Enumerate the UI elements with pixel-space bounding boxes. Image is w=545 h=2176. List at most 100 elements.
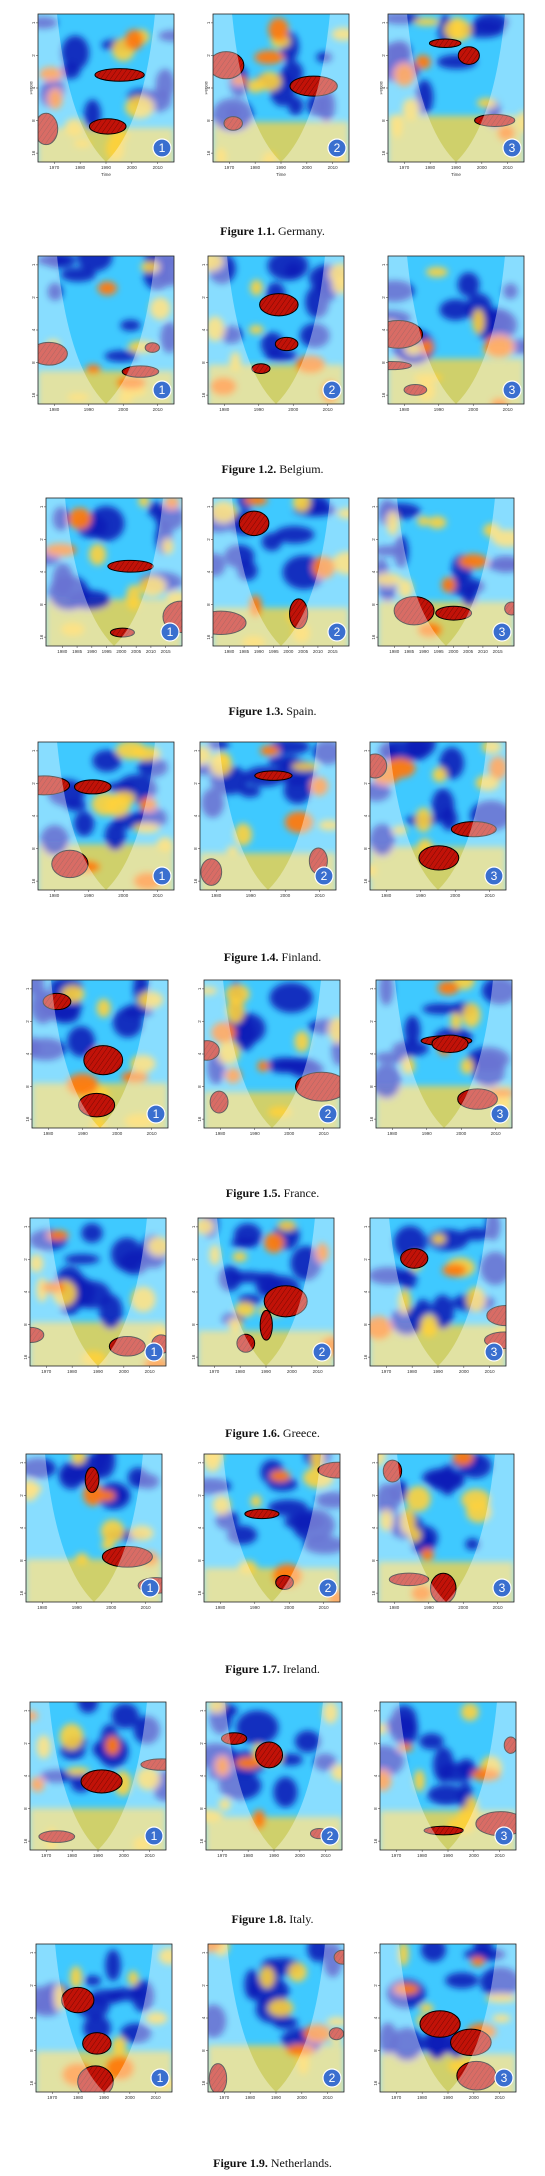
y-tick-label: 2 — [363, 782, 368, 785]
x-tick-label: 1985 — [72, 649, 83, 654]
y-tick-label: 1 — [19, 1461, 24, 1464]
x-tick-label: 2000 — [295, 1853, 306, 1858]
y-tick-label: 2 — [197, 1494, 202, 1497]
panel-number-badge — [144, 1826, 164, 1846]
x-tick-label: 1980 — [73, 2095, 84, 2100]
x-tick-label: 1995 — [102, 649, 113, 654]
y-tick-label: 16 — [29, 2080, 34, 2086]
x-tick-label: 1980 — [37, 1605, 48, 1610]
panel-number: 3 — [509, 383, 516, 397]
panel-number: 3 — [497, 1107, 504, 1121]
figure-country: France. — [283, 1186, 320, 1200]
x-tick-label: 2010 — [503, 407, 514, 412]
panel-number: 2 — [325, 1107, 332, 1121]
panel-number-badge — [327, 622, 347, 642]
figure-country: Greece. — [282, 1426, 320, 1440]
y-tick-label: 4 — [381, 328, 386, 331]
y-tick-label: 8 — [373, 2049, 378, 2052]
panel-number-badge — [492, 622, 512, 642]
y-tick-label: 1 — [206, 21, 211, 24]
y-tick-label: 4 — [197, 1052, 202, 1055]
y-tick-label: 4 — [25, 1052, 30, 1055]
x-tick-label: 1980 — [215, 1605, 226, 1610]
y-tick-label: 1 — [206, 505, 211, 508]
figure-label: Figure 1.5. — [225, 1186, 281, 1200]
y-tick-label: 16 — [206, 150, 211, 156]
y-tick-label: 16 — [191, 1354, 196, 1360]
wavelet-power-spectrum: 1980 1990 2000 2010 1 2 4 8 16 1 — [31, 255, 175, 412]
x-tick-label: 2000 — [118, 893, 129, 898]
plot-row: 1980 1990 2000 2010 1 2 4 8 16 1 1980 1990 2000 2010 1… — [0, 1448, 545, 1624]
x-tick-label: 2010 — [321, 1853, 332, 1858]
y-tick-label: 4 — [197, 1526, 202, 1529]
panel-number-badge — [494, 2068, 514, 2088]
panel-number-badge — [312, 1342, 332, 1362]
panel-number-badge — [327, 138, 347, 158]
figure-label: Figure 1.1. — [220, 224, 275, 238]
panel-number: 2 — [329, 383, 336, 397]
wavelet-power-spectrum: 1970 1980 1990 2000 2010 1 2 4 8 16 3 — [373, 1701, 517, 1858]
figure-country: Germany. — [277, 224, 325, 238]
x-tick-label: 1980 — [387, 1131, 398, 1136]
x-tick-label: 2010 — [313, 1369, 324, 1374]
y-tick-label: 4 — [199, 1774, 204, 1777]
x-tick-label: 2010 — [147, 1131, 158, 1136]
wavelet-power-spectrum: 1980 1990 2000 2010 1 2 4 8 16 2 — [197, 1453, 341, 1610]
wavelet-power-spectrum: 1980 1985 1990 1995 2000 2005 2010 2015 1 2 4 8 16 3 — [371, 497, 515, 654]
x-tick-label: 2010 — [146, 649, 157, 654]
x-tick-label: 2010 — [145, 1853, 156, 1858]
plot-row: 1980 1990 2000 2010 1 2 4 8 16 1 1980 1990 2000 2010 1… — [0, 736, 545, 912]
y-tick-label: 8 — [201, 361, 206, 364]
x-tick-label: 2000 — [468, 407, 479, 412]
panel-number: 3 — [501, 1829, 508, 1843]
y-tick-label: 16 — [381, 150, 386, 156]
x-tick-label: 1970 — [391, 2095, 402, 2100]
panel-number-badge — [322, 2068, 342, 2088]
wavelet-panel: 1970 1980 1990 2000 2010 1 2 4 8 16 2 — [198, 1700, 344, 1866]
y-tick-label: 2 — [39, 538, 44, 541]
plot-row: 1980 1985 1990 1995 2000 2005 2010 2015 1 2 4 8 16 1 1… — [0, 492, 545, 668]
x-tick-label: 1990 — [433, 1369, 444, 1374]
y-axis-title: Period — [30, 81, 34, 95]
panel-number: 1 — [157, 2071, 164, 2085]
figure-2: 1980 1990 2000 2010 1 2 4 8 16 1 1980 1990 2000 2010 1… — [0, 250, 545, 482]
y-tick-label: 1 — [371, 1461, 376, 1464]
y-tick-label: 2 — [206, 538, 211, 541]
y-tick-label: 16 — [199, 1838, 204, 1844]
x-tick-label: 1985 — [239, 649, 250, 654]
x-tick-label: 1980 — [381, 893, 392, 898]
y-tick-label: 1 — [29, 1951, 34, 1954]
x-tick-label: 1990 — [443, 1853, 454, 1858]
y-tick-label: 4 — [373, 2016, 378, 2019]
x-tick-label: 2010 — [313, 649, 324, 654]
x-tick-label: 2000 — [280, 893, 291, 898]
panel-number: 1 — [151, 1345, 158, 1359]
wavelet-power-spectrum: 1980 1990 2000 2010 1 2 4 8 16 1 — [19, 1453, 163, 1610]
y-tick-label: 1 — [31, 21, 36, 24]
y-tick-label: 8 — [191, 1323, 196, 1326]
wavelet-power-spectrum: 1970 1980 1990 2000 2010 1 2 4 8 16 2 — [199, 1701, 343, 1858]
x-tick-label: 2000 — [116, 649, 127, 654]
wavelet-power-spectrum: 1970 1980 1990 2000 2010 1 2 4 8 16 1 — [23, 1701, 167, 1858]
figure-3: 1980 1985 1990 1995 2000 2005 2010 2015 1 2 4 8 16 1 1… — [0, 492, 545, 724]
wavelet-power-spectrum: 1980 1985 1990 1995 2000 2005 2010 2015 1 2 4 8 16 2 — [206, 497, 350, 654]
y-tick-label: 2 — [363, 1258, 368, 1261]
wavelet-power-spectrum: 1970 1980 1990 2000 2010 1 2 4 8 16 Time Period 2 — [205, 13, 350, 177]
wavelet-power-spectrum: 1970 1980 1990 2000 2010 1 2 4 8 16 Time Period 3 — [380, 13, 525, 177]
x-tick-label: 2010 — [153, 407, 164, 412]
y-tick-label: 4 — [31, 814, 36, 817]
wavelet-power-spectrum: 1970 1980 1990 2000 2010 1 2 4 8 16 2 — [191, 1217, 335, 1374]
wavelet-power-spectrum: 1980 1990 2000 2010 1 2 4 8 16 3 — [363, 741, 507, 898]
figure-caption: Figure 1.2. Belgium. — [0, 462, 545, 477]
y-tick-label: 8 — [371, 603, 376, 606]
x-tick-label: 1990 — [416, 893, 427, 898]
x-tick-label: 1980 — [215, 1131, 226, 1136]
x-tick-label: 2000 — [125, 2095, 136, 2100]
x-tick-label: 2000 — [283, 649, 294, 654]
figure-label: Figure 1.2. — [221, 462, 277, 476]
y-tick-label: 2 — [371, 538, 376, 541]
x-tick-label: 1970 — [219, 2095, 230, 2100]
x-tick-label: 1990 — [419, 649, 430, 654]
x-tick-label: 1990 — [451, 165, 462, 170]
wavelet-panel: 1980 1985 1990 1995 2000 2005 2010 2015 1 2 4 8 16 2 — [205, 496, 351, 662]
